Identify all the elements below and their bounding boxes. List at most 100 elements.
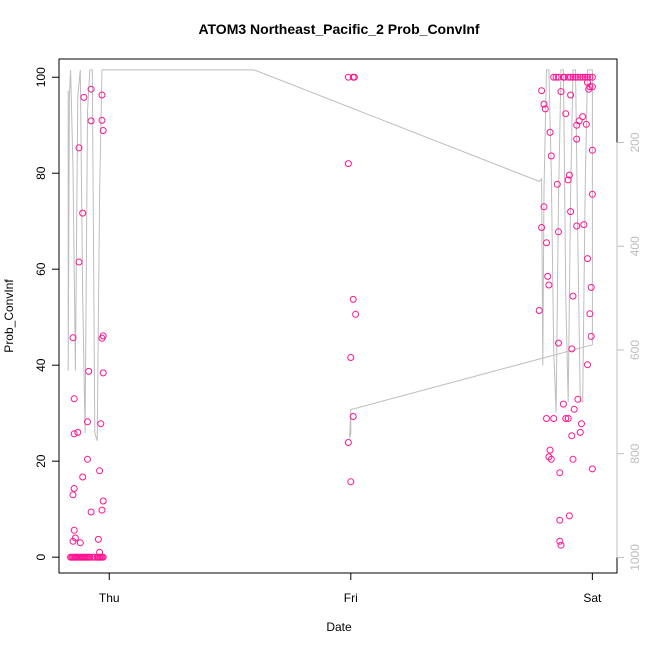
data-point (538, 87, 546, 95)
data-point (585, 85, 593, 93)
data-point (586, 310, 594, 318)
data-point (580, 221, 588, 229)
data-point (559, 400, 567, 408)
data-point (99, 127, 107, 134)
data-point (69, 334, 77, 342)
data-point (347, 354, 355, 361)
data-point (96, 467, 104, 475)
data-point (69, 491, 77, 499)
x-axis-label: Date (326, 620, 352, 634)
data-point (562, 415, 570, 422)
data-point (588, 83, 596, 91)
data-point (588, 190, 596, 198)
data-point (574, 395, 582, 403)
data-point (71, 534, 79, 542)
data-point (84, 455, 91, 463)
data-point (79, 209, 87, 217)
data-point (569, 292, 577, 300)
data-point (579, 113, 587, 121)
data-point (543, 239, 550, 247)
data-point (574, 73, 582, 81)
data-point (578, 420, 585, 428)
data-point (541, 105, 549, 113)
data-point (99, 497, 107, 505)
x-axis: Thu Fri Sat (99, 572, 602, 605)
data-point (584, 255, 591, 263)
data-point (70, 395, 78, 403)
plot-frame (58, 58, 618, 574)
data-point (76, 539, 84, 547)
y-axis-label: Prob_ConvInf (2, 279, 16, 353)
y-tick-label: 40 (34, 358, 48, 372)
data-point (543, 415, 550, 422)
data-point (98, 116, 106, 124)
data-point (587, 332, 595, 340)
data-point (538, 224, 546, 231)
data-point (70, 526, 78, 534)
data-point (535, 307, 543, 314)
data-point (85, 367, 93, 375)
data-point (573, 135, 581, 143)
data-point (564, 176, 572, 184)
data-point (94, 535, 102, 543)
data-point (555, 228, 562, 236)
data-point (582, 120, 590, 128)
data-point (550, 73, 558, 81)
data-point (576, 428, 584, 436)
data-point (567, 208, 575, 216)
pressure-line (67, 69, 593, 441)
data-point (556, 469, 564, 477)
data-point (575, 117, 583, 125)
right-tick-label: 600 (628, 340, 642, 360)
data-point (570, 405, 578, 413)
data-point (584, 361, 591, 369)
data-point (352, 310, 360, 318)
data-point (347, 478, 355, 486)
data-point (572, 73, 579, 81)
right-tick-label: 1000 (628, 544, 642, 571)
pressure-line-layer (67, 69, 593, 441)
data-point (584, 73, 591, 81)
data-point (98, 506, 106, 514)
data-point (587, 283, 595, 291)
data-point (546, 446, 554, 454)
chart-title: ATOM3 Northeast_Pacific_2 Prob_ConvInf (198, 21, 479, 37)
data-point (98, 91, 106, 99)
data-point (84, 418, 91, 426)
data-point (576, 73, 584, 81)
data-point (573, 222, 581, 230)
x-tick-label: Fri (344, 591, 358, 605)
data-point (75, 258, 83, 266)
data-point (565, 512, 573, 520)
data-point (569, 455, 577, 463)
y-tick-label: 80 (34, 166, 48, 180)
data-point (569, 73, 577, 81)
data-point (97, 420, 105, 428)
data-point (350, 73, 358, 81)
data-point (99, 553, 107, 561)
data-point (86, 553, 94, 561)
data-point (579, 73, 587, 81)
data-point (588, 146, 596, 154)
y-tick-label: 100 (34, 67, 48, 87)
data-point (349, 413, 357, 420)
data-point (540, 203, 548, 211)
points-layer (67, 73, 596, 561)
y-tick-label: 60 (34, 262, 48, 276)
data-point (547, 455, 555, 463)
data-point (557, 88, 565, 96)
data-point (546, 128, 554, 136)
x-tick-label: Sat (583, 591, 602, 605)
right-tick-label: 800 (628, 443, 642, 463)
data-point (544, 272, 552, 280)
data-point (99, 369, 107, 377)
y-axis: 0 20 40 60 80 100 (34, 67, 60, 561)
data-point (70, 485, 78, 492)
data-point (553, 180, 561, 188)
right-tick-label: 200 (628, 132, 642, 152)
data-point (552, 73, 560, 81)
data-point (562, 110, 570, 118)
data-point (545, 453, 553, 461)
y-tick-label: 0 (34, 554, 48, 561)
data-point (344, 439, 352, 446)
